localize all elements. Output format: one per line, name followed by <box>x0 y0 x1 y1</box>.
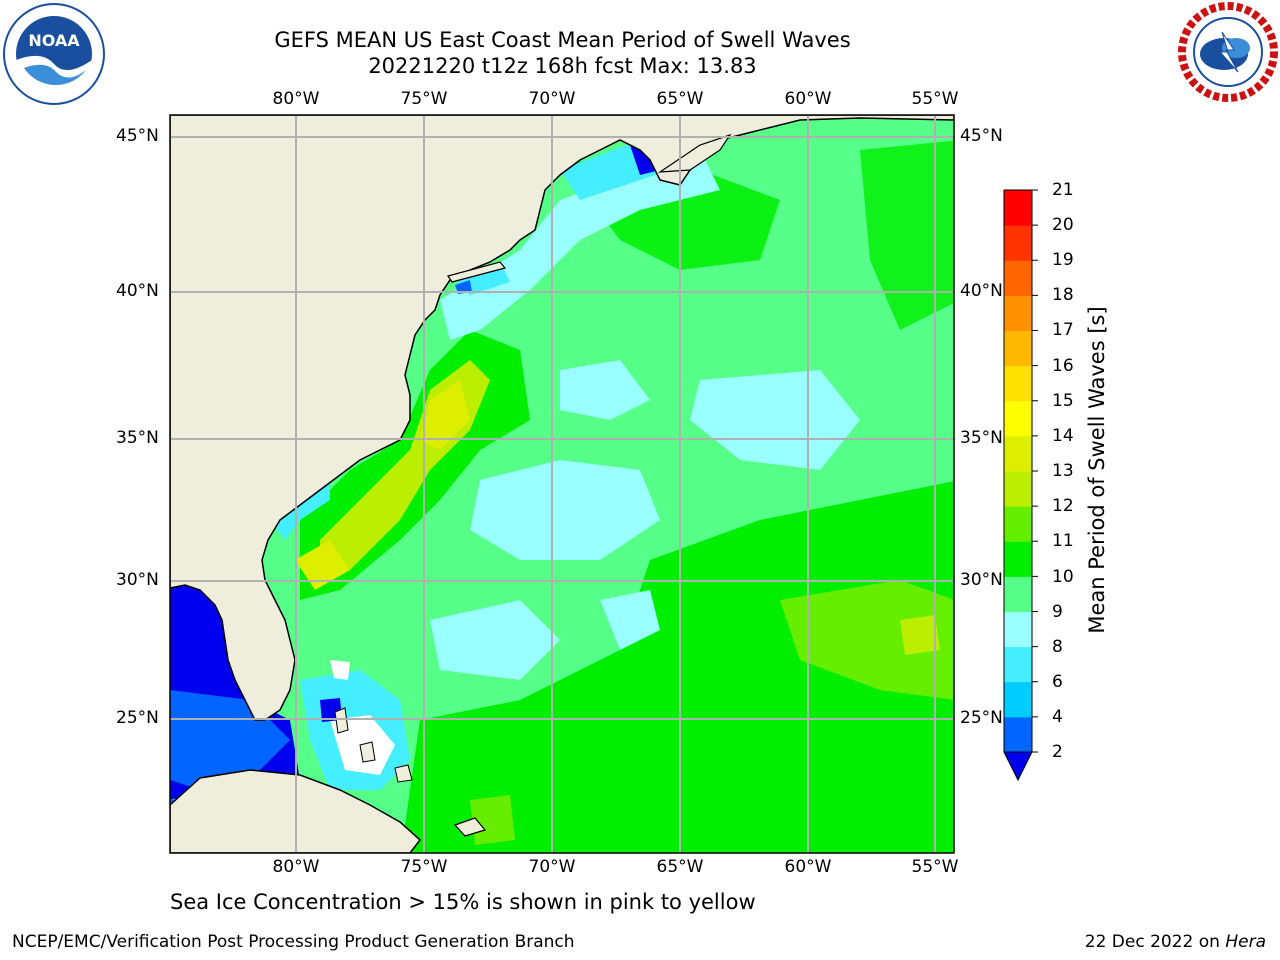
lat-label-right: 40°N <box>960 281 1003 301</box>
colorbar-band <box>1004 471 1032 507</box>
lat-label-right: 30°N <box>960 570 1003 590</box>
lon-label-bottom: 65°W <box>656 857 704 877</box>
colorbar-tick: 15 <box>1052 391 1074 411</box>
lat-label-left: 35°N <box>116 428 159 448</box>
colorbar-tick: 17 <box>1052 320 1074 340</box>
nj-blue <box>455 280 472 294</box>
map-frame <box>169 114 955 854</box>
cyan-patch-3 <box>560 360 650 420</box>
footer-credit: NCEP/EMC/Verification Post Processing Pr… <box>12 932 575 952</box>
cyan-patch-1 <box>470 460 660 560</box>
colorbar-tick: 2 <box>1052 742 1063 762</box>
land-long-island <box>447 261 507 283</box>
colorbar-band <box>1004 576 1032 612</box>
colorbar-band <box>1004 260 1032 296</box>
lon-label-top: 80°W <box>272 89 320 109</box>
lime-region-east <box>780 580 954 700</box>
colorbar <box>1003 189 1038 782</box>
colorbar-tick: 21 <box>1052 180 1074 200</box>
colorbar-band <box>1004 681 1032 718</box>
sea-ice-note: Sea Ice Concentration > 15% is shown in … <box>170 890 756 914</box>
colorbar-band <box>1004 435 1032 472</box>
colorbar-band <box>1004 330 1032 367</box>
nws-logo <box>1178 2 1278 102</box>
colorbar-tick: 8 <box>1052 637 1063 657</box>
bahamas-white-2 <box>330 660 350 680</box>
colorbar-band <box>1004 190 1032 226</box>
land-bahamas-1 <box>334 707 349 734</box>
colorbar-tick: 6 <box>1052 672 1063 692</box>
colorbar-band <box>1004 506 1032 542</box>
cyan-patch-2 <box>690 370 860 470</box>
colorbar-tick: 11 <box>1052 531 1074 551</box>
colorbar-tick: 18 <box>1052 285 1074 305</box>
colorbar-band <box>1004 646 1032 683</box>
lon-label-bottom: 80°W <box>272 857 320 877</box>
lat-label-right: 45°N <box>960 126 1003 146</box>
land-hispaniola <box>453 817 487 837</box>
colorbar-tick: 13 <box>1052 461 1074 481</box>
colorbar-band <box>1004 295 1032 331</box>
cyan-patch-4 <box>430 600 560 680</box>
footer-date: 22 Dec 2022 on Hera <box>1085 932 1266 952</box>
cyan-patch-5 <box>600 590 660 650</box>
footer-date-text: 22 Dec 2022 on <box>1084 932 1220 952</box>
lime-patch-east <box>900 615 940 655</box>
land-bahamas-2 <box>359 741 376 763</box>
colorbar-band <box>1004 225 1032 261</box>
lat-label-left: 30°N <box>116 570 159 590</box>
lon-label-top: 60°W <box>784 89 832 109</box>
colorbar-tick: 14 <box>1052 426 1074 446</box>
caribbean-green-patch <box>470 795 515 845</box>
colorbar-tick: 16 <box>1052 356 1074 376</box>
green-region-east <box>860 140 954 330</box>
colorbar-tick: 20 <box>1052 215 1074 235</box>
svg-text:NOAA: NOAA <box>28 31 80 50</box>
chart-subtitle: 20221220 t12z 168h fcst Max: 13.83 <box>368 54 757 78</box>
footer-host: Hera <box>1225 932 1266 952</box>
lon-label-top: 70°W <box>528 89 576 109</box>
colorbar-tick: 12 <box>1052 496 1074 516</box>
map-graticule <box>170 115 954 853</box>
colorbar-band <box>1004 611 1032 648</box>
lon-label-top: 55°W <box>911 89 959 109</box>
colorbar-band <box>1004 400 1032 437</box>
lime-band-south <box>295 540 350 590</box>
colorbar-band <box>1004 716 1032 753</box>
land-nova-scotia <box>657 133 732 173</box>
lon-label-bottom: 60°W <box>784 857 832 877</box>
lon-label-top: 65°W <box>656 89 704 109</box>
colorbar-band <box>1004 365 1032 402</box>
yellow-band-coastal <box>420 380 470 450</box>
colorbar-label: Mean Period of Swell Waves [s] <box>1085 306 1109 634</box>
noaa-logo: NOAA <box>3 3 105 105</box>
lat-label-right: 35°N <box>960 428 1003 448</box>
green-region-southeast <box>401 481 954 853</box>
lon-label-bottom: 55°W <box>911 857 959 877</box>
lat-label-right: 25°N <box>960 708 1003 728</box>
lon-label-bottom: 75°W <box>400 857 448 877</box>
lon-label-bottom: 70°W <box>528 857 576 877</box>
nearshore-cyan-georgia <box>270 480 330 540</box>
lat-label-left: 45°N <box>116 126 159 146</box>
lon-label-top: 75°W <box>400 89 448 109</box>
colorbar-tick: 4 <box>1052 707 1063 727</box>
colorbar-tick: 19 <box>1052 250 1074 270</box>
chart-title: GEFS MEAN US East Coast Mean Period of S… <box>274 28 851 52</box>
colorbar-band <box>1004 541 1032 577</box>
lat-label-left: 40°N <box>116 281 159 301</box>
land-bahamas-3 <box>394 764 413 783</box>
colorbar-tick: 10 <box>1052 567 1074 587</box>
colorbar-tick: 9 <box>1052 602 1063 622</box>
lat-label-left: 25°N <box>116 708 159 728</box>
colorbar-under-triangle <box>1003 751 1033 782</box>
